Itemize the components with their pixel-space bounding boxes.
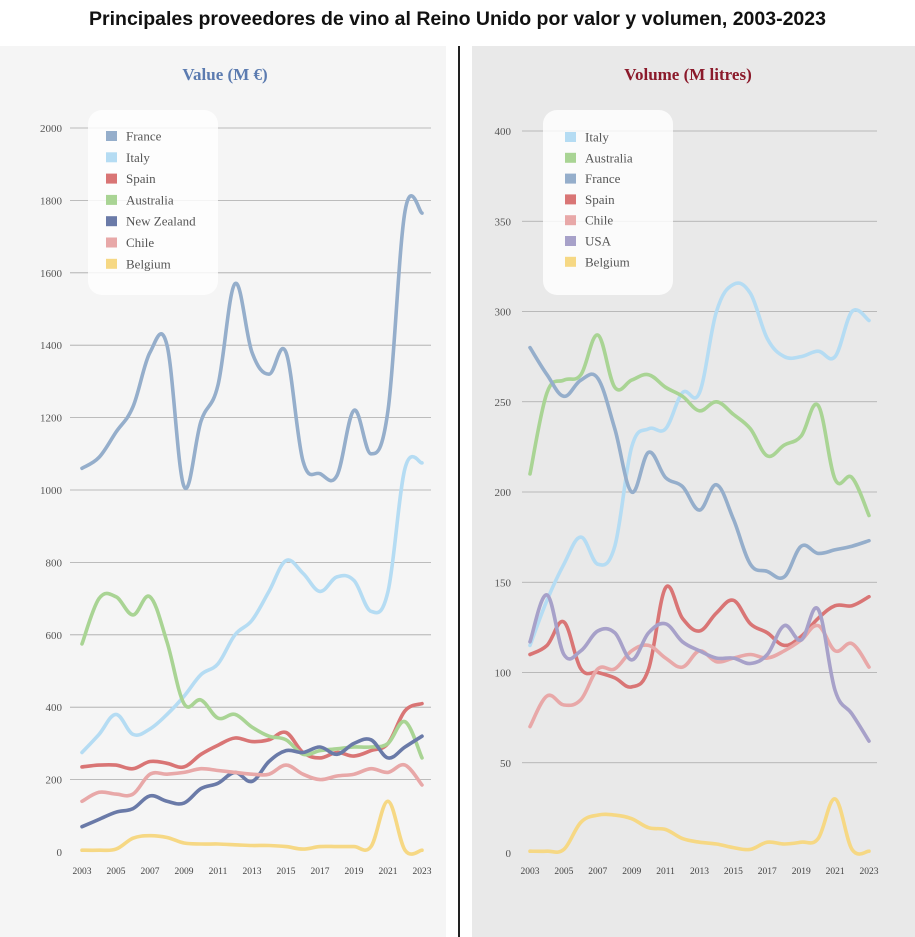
volume-x-tick-label: 2005 — [554, 867, 573, 877]
volume-series-chile — [528, 623, 871, 729]
value-legend-label: New Zealand — [126, 214, 196, 229]
value-y-tick-label: 200 — [46, 775, 63, 787]
value-x-tick-label: 2023 — [413, 867, 432, 877]
volume-series-france — [528, 345, 871, 581]
volume-y-tick-label: 350 — [495, 216, 512, 228]
value-legend-swatch — [106, 173, 117, 184]
value-y-tick-label: 400 — [46, 702, 63, 714]
volume-chart-title: Volume (M litres) — [624, 65, 751, 84]
volume-legend-label: USA — [585, 234, 612, 249]
value-chart-title: Value (M €) — [182, 65, 267, 84]
volume-y-tick-label: 150 — [495, 577, 512, 589]
value-x-tick-label: 2003 — [73, 867, 92, 877]
chart-title: Principales proveedores de vino al Reino… — [89, 8, 826, 30]
value-y-tick-label: 2000 — [40, 123, 63, 135]
volume-x-tick-label: 2023 — [860, 867, 879, 877]
volume-x-tick-label: 2007 — [588, 867, 607, 877]
volume-y-tick-label: 400 — [495, 126, 512, 138]
volume-legend-label: Belgium — [585, 254, 630, 269]
volume-x-tick-label: 2019 — [792, 867, 811, 877]
value-series-chile — [80, 762, 424, 804]
value-y-tick-label: 1200 — [40, 413, 63, 425]
volume-x-tick-label: 2003 — [521, 867, 540, 877]
volume-series-belgium — [528, 797, 871, 856]
volume-x-tick-label: 2009 — [622, 867, 641, 877]
value-legend-swatch — [106, 258, 117, 269]
volume-x-tick-label: 2011 — [656, 867, 675, 877]
volume-legend-swatch — [565, 132, 576, 142]
value-legend-label: France — [126, 129, 162, 144]
volume-legend-label: Chile — [585, 213, 613, 228]
volume-y-tick-label: 100 — [495, 668, 512, 680]
volume-legend-label: Italy — [585, 130, 609, 145]
value-x-tick-label: 2019 — [345, 867, 364, 877]
volume-x-tick-label: 2017 — [758, 867, 777, 877]
volume-legend-swatch — [565, 173, 576, 184]
value-x-tick-label: 2017 — [311, 867, 330, 877]
volume-y-tick-label: 300 — [495, 307, 512, 319]
volume-x-tick-label: 2021 — [826, 867, 845, 877]
value-x-tick-label: 2013 — [243, 867, 262, 877]
value-y-tick-label: 800 — [46, 557, 63, 569]
value-legend-label: Spain — [126, 171, 156, 186]
value-legend-label: Chile — [126, 235, 154, 250]
volume-legend-swatch — [565, 256, 576, 267]
value-series-australia — [80, 591, 424, 760]
value-x-tick-label: 2015 — [277, 867, 296, 877]
value-series-spain — [80, 701, 424, 771]
volume-series-australia — [528, 333, 871, 518]
volume-y-tick-label: 200 — [495, 487, 512, 499]
value-legend-label: Italy — [126, 150, 150, 165]
panel-divider — [458, 46, 460, 937]
volume-y-tick-label: 50 — [500, 758, 512, 770]
value-legend-swatch — [106, 194, 117, 205]
value-legend — [88, 110, 218, 295]
value-chart-panel — [0, 46, 446, 937]
value-x-tick-label: 2005 — [107, 867, 126, 877]
value-legend-swatch — [106, 216, 117, 227]
volume-legend-swatch — [565, 215, 576, 226]
value-series-new-zealand — [80, 734, 424, 829]
volume-chart: Volume (M litres) 0 50 100 150 200 250 300 350 40… — [495, 65, 879, 877]
volume-y-tick-label: 0 — [506, 848, 512, 860]
value-x-tick-label: 2011 — [209, 867, 228, 877]
value-y-tick-label: 0 — [57, 847, 63, 859]
volume-y-tick-label: 250 — [495, 397, 512, 409]
value-legend-swatch — [106, 152, 117, 163]
value-x-tick-label: 2021 — [379, 867, 398, 877]
value-legend-swatch — [106, 237, 117, 248]
value-series-belgium — [80, 799, 424, 856]
volume-series-spain — [528, 584, 871, 689]
value-legend-label: Australia — [126, 192, 174, 207]
volume-series-usa — [528, 593, 871, 743]
volume-x-tick-label: 2013 — [690, 867, 709, 877]
volume-legend-label: Spain — [585, 192, 615, 207]
value-legend-label: Belgium — [126, 256, 171, 271]
value-y-tick-label: 1800 — [40, 195, 63, 207]
volume-legend-label: Australia — [585, 150, 633, 165]
value-series-france — [80, 194, 424, 491]
volume-legend-swatch — [565, 236, 576, 246]
value-y-tick-label: 1400 — [40, 340, 63, 352]
volume-series-italy — [528, 281, 871, 648]
value-y-tick-label: 1000 — [40, 485, 63, 497]
volume-legend-swatch — [565, 194, 576, 205]
value-chart: Value (M €) 0 200 400 600 800 1000 1200 1400 1600… — [40, 65, 432, 877]
value-y-tick-label: 1600 — [40, 268, 63, 280]
value-y-tick-label: 600 — [46, 630, 63, 642]
value-x-tick-label: 2007 — [141, 867, 160, 877]
volume-legend-label: France — [585, 171, 621, 186]
value-x-tick-label: 2009 — [175, 867, 194, 877]
value-legend-swatch — [106, 131, 117, 141]
value-series-italy — [80, 454, 424, 755]
volume-x-tick-label: 2015 — [724, 867, 743, 877]
volume-legend-swatch — [565, 152, 576, 163]
